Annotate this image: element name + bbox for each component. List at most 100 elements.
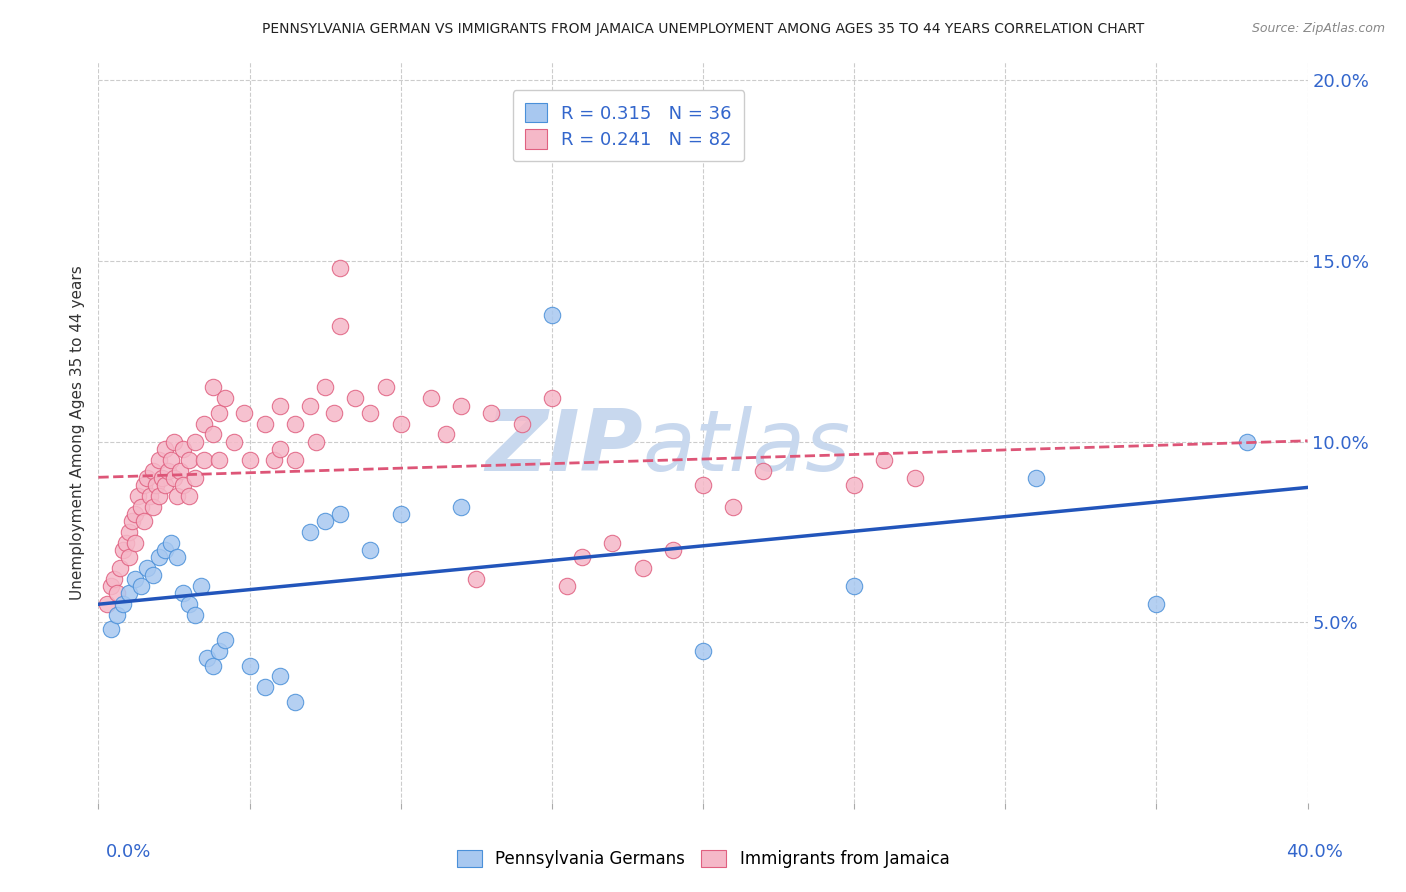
Point (153, 442, 176, 456)
Point (389, 417, 412, 431)
Point (132, 478, 155, 492)
Point (269, 399, 291, 413)
Legend: Pennsylvania Germans, Immigrants from Jamaica: Pennsylvania Germans, Immigrants from Ja… (450, 843, 956, 875)
Point (873, 452, 896, 467)
Point (103, 572, 125, 586)
Point (142, 500, 165, 514)
Point (129, 500, 152, 514)
Text: 0.0%: 0.0% (105, 843, 150, 861)
Point (166, 550, 188, 565)
Point (465, 572, 488, 586)
Point (148, 452, 170, 467)
Point (153, 543, 176, 558)
Point (160, 452, 183, 467)
Point (214, 633, 236, 648)
Point (124, 535, 146, 549)
Point (179, 452, 201, 467)
Point (752, 464, 775, 478)
Text: atlas: atlas (643, 406, 851, 489)
Point (263, 452, 285, 467)
Point (329, 319, 352, 334)
Point (195, 651, 218, 665)
Point (163, 434, 186, 449)
Point (184, 607, 207, 622)
Point (253, 417, 276, 431)
Point (202, 427, 225, 442)
Text: ZIP: ZIP (485, 406, 643, 489)
Point (202, 658, 225, 673)
Point (121, 514, 143, 528)
Point (299, 524, 322, 539)
Point (127, 489, 149, 503)
Point (124, 507, 146, 521)
Point (148, 489, 170, 503)
Point (723, 500, 745, 514)
Point (239, 658, 262, 673)
Point (118, 550, 141, 565)
Point (661, 543, 683, 558)
Text: 40.0%: 40.0% (1286, 843, 1343, 861)
Point (208, 644, 231, 658)
Point (100, 579, 122, 593)
Point (105, 586, 128, 600)
Point (555, 579, 578, 593)
Point (540, 392, 562, 406)
Point (360, 406, 382, 420)
Point (153, 478, 176, 492)
Point (124, 572, 146, 586)
Point (450, 500, 472, 514)
Point (253, 680, 276, 694)
Point (1236, 434, 1258, 449)
Point (108, 561, 131, 575)
Point (118, 586, 141, 600)
Point (129, 579, 152, 593)
Point (172, 478, 194, 492)
Text: PENNSYLVANIA GERMAN VS IMMIGRANTS FROM JAMAICA UNEMPLOYMENT AMONG AGES 35 TO 44 : PENNSYLVANIA GERMAN VS IMMIGRANTS FROM J… (262, 22, 1144, 37)
Point (284, 695, 307, 709)
Text: Source: ZipAtlas.com: Source: ZipAtlas.com (1251, 22, 1385, 36)
Point (169, 464, 191, 478)
Point (284, 452, 307, 467)
Point (179, 489, 201, 503)
Point (904, 471, 927, 485)
Point (323, 406, 346, 420)
Point (179, 597, 201, 611)
Point (105, 607, 128, 622)
Point (692, 644, 714, 658)
Point (100, 623, 122, 637)
Point (163, 471, 186, 485)
Point (135, 561, 157, 575)
Point (160, 535, 183, 549)
Point (1024, 471, 1046, 485)
Point (172, 586, 194, 600)
Point (111, 597, 134, 611)
Point (602, 535, 624, 549)
Point (172, 442, 194, 456)
Point (139, 489, 162, 503)
Point (434, 427, 457, 442)
Point (481, 406, 503, 420)
Point (844, 478, 866, 492)
Point (193, 417, 215, 431)
Point (329, 507, 352, 521)
Point (214, 392, 236, 406)
Point (111, 543, 134, 558)
Point (184, 471, 207, 485)
Point (374, 380, 396, 394)
Point (166, 489, 188, 503)
Point (190, 579, 212, 593)
Point (450, 399, 472, 413)
Point (232, 406, 254, 420)
Point (329, 261, 352, 276)
Point (844, 579, 866, 593)
Point (299, 399, 322, 413)
Point (148, 550, 170, 565)
Point (692, 478, 714, 492)
Point (540, 308, 562, 322)
Point (360, 543, 382, 558)
Point (208, 406, 231, 420)
Point (224, 434, 246, 449)
Point (269, 442, 291, 456)
Point (150, 471, 173, 485)
Point (284, 417, 307, 431)
